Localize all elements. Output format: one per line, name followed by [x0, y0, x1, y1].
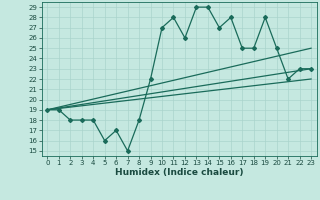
X-axis label: Humidex (Indice chaleur): Humidex (Indice chaleur) [115, 168, 244, 177]
